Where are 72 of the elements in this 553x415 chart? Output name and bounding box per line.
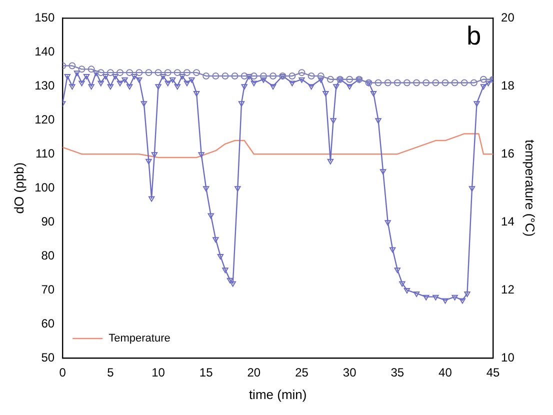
y-tick-label: 90 <box>41 214 55 228</box>
y-tick-label: 50 <box>41 350 55 364</box>
point <box>451 79 458 86</box>
point <box>164 69 172 76</box>
point <box>317 72 324 80</box>
point <box>68 62 76 70</box>
y2-tick-label: 16 <box>501 146 515 160</box>
y2-tick-label: 10 <box>501 350 515 364</box>
x-tick-label: 10 <box>152 366 166 380</box>
point <box>308 72 315 80</box>
y-tick-label: 140 <box>34 44 55 58</box>
y-tick-label: 120 <box>34 112 55 126</box>
x-tick-label: 5 <box>107 366 114 380</box>
point <box>106 69 114 76</box>
y2-tick-label: 14 <box>501 214 515 228</box>
point <box>394 79 401 86</box>
point <box>78 66 86 73</box>
y-axis-title: dO (ppb) <box>11 162 26 214</box>
y-tick-label: 110 <box>35 146 55 160</box>
annotation: b <box>466 20 482 50</box>
y-tick-label: 70 <box>41 282 55 296</box>
point <box>288 72 296 80</box>
x-tick-label: 45 <box>486 366 500 380</box>
point <box>116 69 124 76</box>
point <box>470 79 478 86</box>
point <box>136 69 143 76</box>
y-tick-label: 60 <box>41 316 55 330</box>
point <box>126 69 134 76</box>
y2-tick-label: 12 <box>501 282 515 296</box>
point <box>222 72 229 80</box>
point <box>145 69 152 76</box>
point <box>460 79 468 86</box>
point <box>346 76 354 83</box>
point <box>97 69 104 76</box>
y2-tick-label: 18 <box>501 78 515 92</box>
x-tick-label: 15 <box>199 366 214 380</box>
y-tick-label: 130 <box>34 78 55 92</box>
point <box>384 79 392 86</box>
y2-axis-title: temperature (°C) <box>522 140 538 237</box>
point <box>442 79 449 86</box>
legend-label: Temperature <box>108 332 170 345</box>
x-tick-label: 20 <box>247 366 261 380</box>
point <box>432 79 440 86</box>
y-tick-label: 150 <box>34 10 55 25</box>
x-tick-label: 35 <box>390 366 404 380</box>
y-tick-label: 100 <box>34 180 55 194</box>
point <box>298 69 306 76</box>
point <box>88 66 95 73</box>
point <box>212 72 220 80</box>
point <box>422 79 430 86</box>
y2-tick-label: 20 <box>501 10 515 25</box>
x-tick-label: 30 <box>342 366 357 380</box>
x-tick-label: 0 <box>59 366 66 380</box>
point <box>193 69 200 76</box>
x-tick-label: 25 <box>295 366 309 380</box>
point <box>231 72 238 80</box>
point <box>174 69 181 76</box>
x-tick-label: 40 <box>438 366 452 380</box>
point <box>183 69 190 76</box>
point <box>403 79 410 86</box>
point <box>374 79 382 86</box>
y-tick-label: 80 <box>41 248 55 262</box>
point <box>480 76 487 83</box>
point <box>270 72 277 80</box>
point <box>326 76 334 83</box>
x-axis-title: time (min) <box>248 386 307 402</box>
point <box>413 79 420 86</box>
point <box>154 69 162 76</box>
point <box>250 72 258 80</box>
point <box>260 72 267 80</box>
point <box>202 72 210 80</box>
point <box>240 72 248 80</box>
